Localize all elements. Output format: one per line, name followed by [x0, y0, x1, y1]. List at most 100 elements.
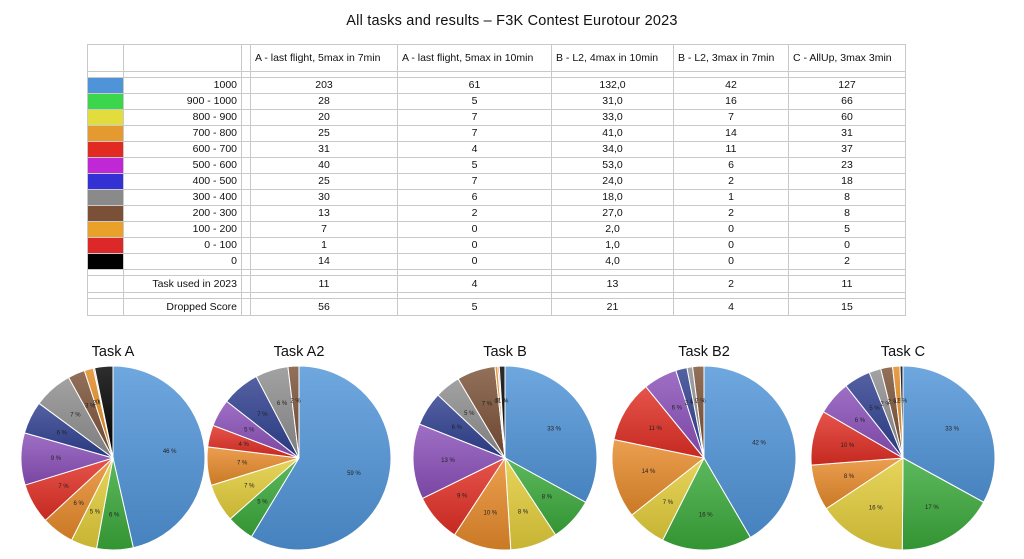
row-label: 300 - 400	[123, 189, 242, 206]
table-cell: 1,0	[551, 237, 674, 254]
table-cell: 15	[788, 298, 906, 316]
pie-slice-label: 16 %	[869, 506, 883, 512]
pie-slice-label: 7 %	[244, 484, 255, 490]
pie-slice-label: 7 %	[70, 413, 81, 419]
table-cell: 132,0	[551, 77, 674, 94]
column-header: A - last flight, 5max in 10min	[397, 44, 552, 72]
color-swatch	[87, 109, 124, 126]
color-swatch-fill	[88, 126, 123, 141]
pie-slice-label: 46 %	[163, 449, 177, 455]
pie-slice	[287, 365, 300, 459]
pie-slice-label: 6 %	[452, 425, 463, 431]
pie-slice-label: 6 %	[855, 418, 866, 424]
color-swatch	[87, 157, 124, 174]
pie-slice	[250, 365, 392, 551]
color-swatch-fill	[88, 142, 123, 157]
pie-slice-label: 33 %	[945, 427, 959, 433]
page-title: All tasks and results – F3K Contest Euro…	[346, 13, 678, 29]
color-swatch	[87, 237, 124, 254]
pie-slice-label: 33 %	[547, 427, 561, 433]
pie-slice-label: 6 %	[73, 501, 84, 507]
color-swatch-fill	[88, 94, 123, 109]
pie-slice-label: 0 %	[494, 399, 505, 405]
pie-slice	[902, 365, 996, 503]
pie-slice-label: 59 %	[347, 471, 361, 477]
table-cell: 4	[673, 298, 789, 316]
color-swatch-fill	[88, 78, 123, 93]
pie-slice	[611, 438, 706, 516]
pie-slice-label: 2 %	[888, 399, 899, 405]
pie-slice	[504, 365, 598, 504]
pie-slice-label: 17 %	[925, 505, 939, 511]
pie-slice-label: 7 %	[257, 412, 268, 418]
table-row: 800 - 900 20 7 33,0 7 60	[87, 109, 906, 126]
pie-slice-label: 42 %	[752, 441, 766, 447]
pie-slice-label: 11 %	[649, 426, 663, 432]
column-header: C - AllUp, 3max 3min	[788, 44, 906, 72]
pie-title: Task B	[483, 344, 527, 360]
pie-slice	[901, 457, 985, 551]
pie-title: Task A	[92, 344, 135, 360]
pie-slice-label: 5 %	[90, 510, 101, 516]
color-swatch	[87, 189, 124, 206]
table-cell: 31,0	[551, 93, 674, 110]
color-swatch-fill	[88, 222, 123, 237]
pie-slice-label: 14 %	[642, 469, 656, 475]
pie-slice-label: 5 %	[464, 411, 475, 417]
pie-chart-1: Task A46 %6 %5 %6 %7 %9 %6 %7 %3 %2 %0 %…	[20, 344, 206, 551]
pie-slice-label: 5 %	[869, 406, 880, 412]
pie-chart-2: Task A2 59 % 5 % 7 % 7 % 4 % 5 % 7 % 6 % 2 %	[206, 344, 392, 551]
pie-slice	[661, 456, 752, 551]
pie-slice	[692, 365, 705, 459]
table-cell: 27,0	[551, 205, 674, 222]
table-row: 600 - 700 31 4 34,0 11 37	[87, 141, 906, 158]
pie-slice-label: 3 %	[85, 403, 96, 409]
pie-slice-label: 13 %	[441, 458, 455, 464]
pie-slice-label: 1 %	[894, 399, 905, 405]
pie-slice-label: 1 %	[690, 399, 701, 405]
pie-slice-label: 7 %	[482, 401, 493, 407]
pie-chart-3: Task B33 %8 %8 %10 %9 %13 %6 %5 %7 % 0 %0…	[412, 344, 598, 551]
pie-slice	[498, 365, 506, 459]
pie-slice-label: 10 %	[841, 443, 855, 449]
pie-slice-label: 7 %	[663, 500, 674, 506]
pie-slice	[94, 365, 114, 459]
pie-slice-label: 2 %	[880, 401, 891, 407]
pie-slice-label: 6 %	[672, 405, 683, 411]
pie-slice	[899, 365, 904, 459]
pie-slice-label: 2 %	[685, 400, 696, 406]
color-swatch-fill	[88, 158, 123, 173]
pie-chart-5: Task C33 %17 %16 %8 %10 %6 %5 %2 %2 %1 %…	[810, 344, 996, 551]
pie-slice-label: 9 %	[51, 456, 62, 462]
pie-slice-label: 2 %	[695, 399, 706, 405]
pie-slice-label: 8 %	[542, 494, 553, 500]
row-label: Dropped Score	[123, 298, 242, 316]
table-row: 1000 203 61 132,0 42 127	[87, 77, 906, 94]
pie-slice-label: 4 %	[238, 442, 249, 448]
color-swatch-fill	[88, 254, 123, 269]
pie-slice	[825, 457, 904, 551]
pie-slice-label: 6 %	[57, 430, 68, 436]
color-swatch-fill	[88, 110, 123, 125]
color-swatch-fill	[88, 190, 123, 205]
pie-slice-label: 6 %	[277, 401, 288, 407]
row-label: 1000	[123, 77, 242, 94]
pie-slice-label: 5 %	[257, 499, 268, 505]
table-row: 900 - 1000 28 5 31,0 16 66	[87, 93, 906, 110]
color-swatch-fill	[88, 206, 123, 221]
pie-slice-label: 3 %	[102, 399, 113, 405]
pie-slice-label: 1 %	[498, 399, 509, 405]
pie-slice-label: 8 %	[518, 510, 529, 516]
pie-slice-label: 7 %	[58, 484, 69, 490]
pie-title: Task C	[881, 344, 925, 360]
pie-slice-label: 2 %	[290, 399, 301, 405]
color-swatch-fill	[88, 238, 123, 253]
pie-title: Task A2	[274, 344, 325, 360]
row-label: 900 - 1000	[123, 93, 242, 110]
table-row-tasks-used: Task used in 2023 11 4 13 2 11	[87, 275, 906, 293]
pie-slice-label: 10 %	[484, 511, 498, 517]
table-row-dropped-score: Dropped Score 56 5 21 4 15	[87, 298, 906, 316]
results-table: A - last flight, 5max in 7min A - last f…	[87, 44, 906, 316]
